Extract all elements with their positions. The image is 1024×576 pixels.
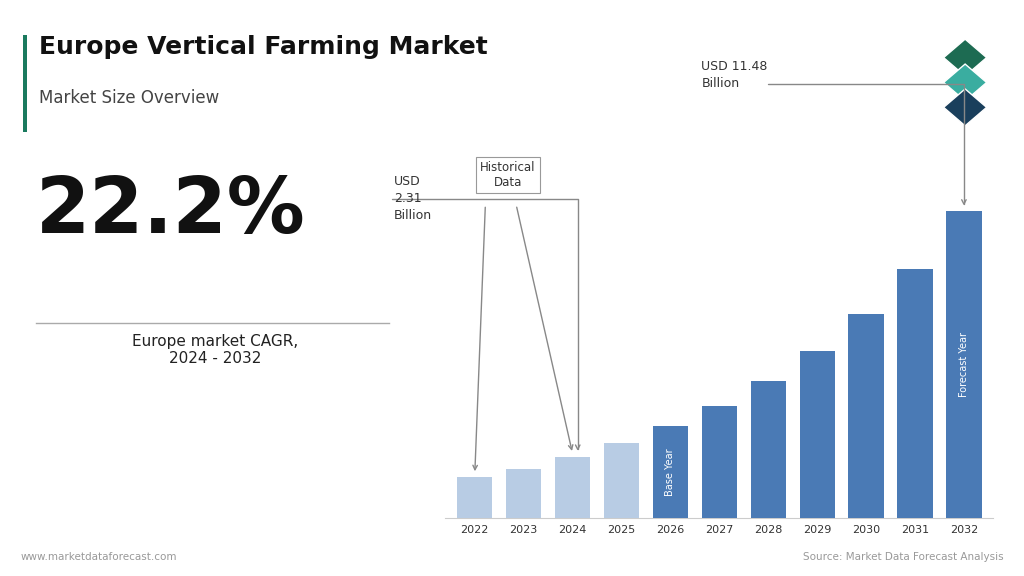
Text: USD 11.48
Billion: USD 11.48 Billion: [701, 60, 768, 90]
Bar: [751, 381, 785, 518]
Polygon shape: [944, 89, 987, 126]
Text: Base Year: Base Year: [666, 449, 676, 496]
Text: www.marketdataforecast.com: www.marketdataforecast.com: [20, 552, 177, 562]
Text: USD
2.31
Billion: USD 2.31 Billion: [394, 175, 432, 222]
Bar: [701, 406, 737, 518]
Bar: [800, 351, 835, 518]
Text: Forecast Year: Forecast Year: [958, 332, 969, 397]
Bar: [849, 314, 884, 518]
Bar: [506, 469, 542, 518]
Bar: [653, 426, 688, 518]
Text: 22.2%: 22.2%: [36, 173, 305, 249]
Polygon shape: [944, 64, 987, 101]
Text: Market Size Overview: Market Size Overview: [39, 89, 219, 107]
Text: Historical
Data: Historical Data: [480, 161, 536, 190]
Text: Europe Vertical Farming Market: Europe Vertical Farming Market: [39, 35, 487, 59]
Bar: [457, 477, 493, 518]
Bar: [555, 457, 590, 518]
Bar: [897, 268, 933, 518]
Bar: [946, 211, 982, 518]
Text: Source: Market Data Forecast Analysis: Source: Market Data Forecast Analysis: [803, 552, 1004, 562]
Bar: [604, 443, 639, 518]
Polygon shape: [944, 39, 987, 76]
Text: Europe market CAGR,
2024 - 2032: Europe market CAGR, 2024 - 2032: [132, 334, 298, 366]
